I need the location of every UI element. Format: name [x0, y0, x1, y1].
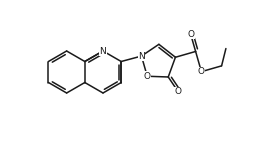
Text: O: O	[198, 67, 205, 76]
Text: O: O	[144, 72, 151, 81]
Text: O: O	[187, 30, 194, 39]
Text: N: N	[138, 52, 145, 61]
Text: N: N	[100, 47, 106, 56]
Text: O: O	[175, 87, 182, 96]
